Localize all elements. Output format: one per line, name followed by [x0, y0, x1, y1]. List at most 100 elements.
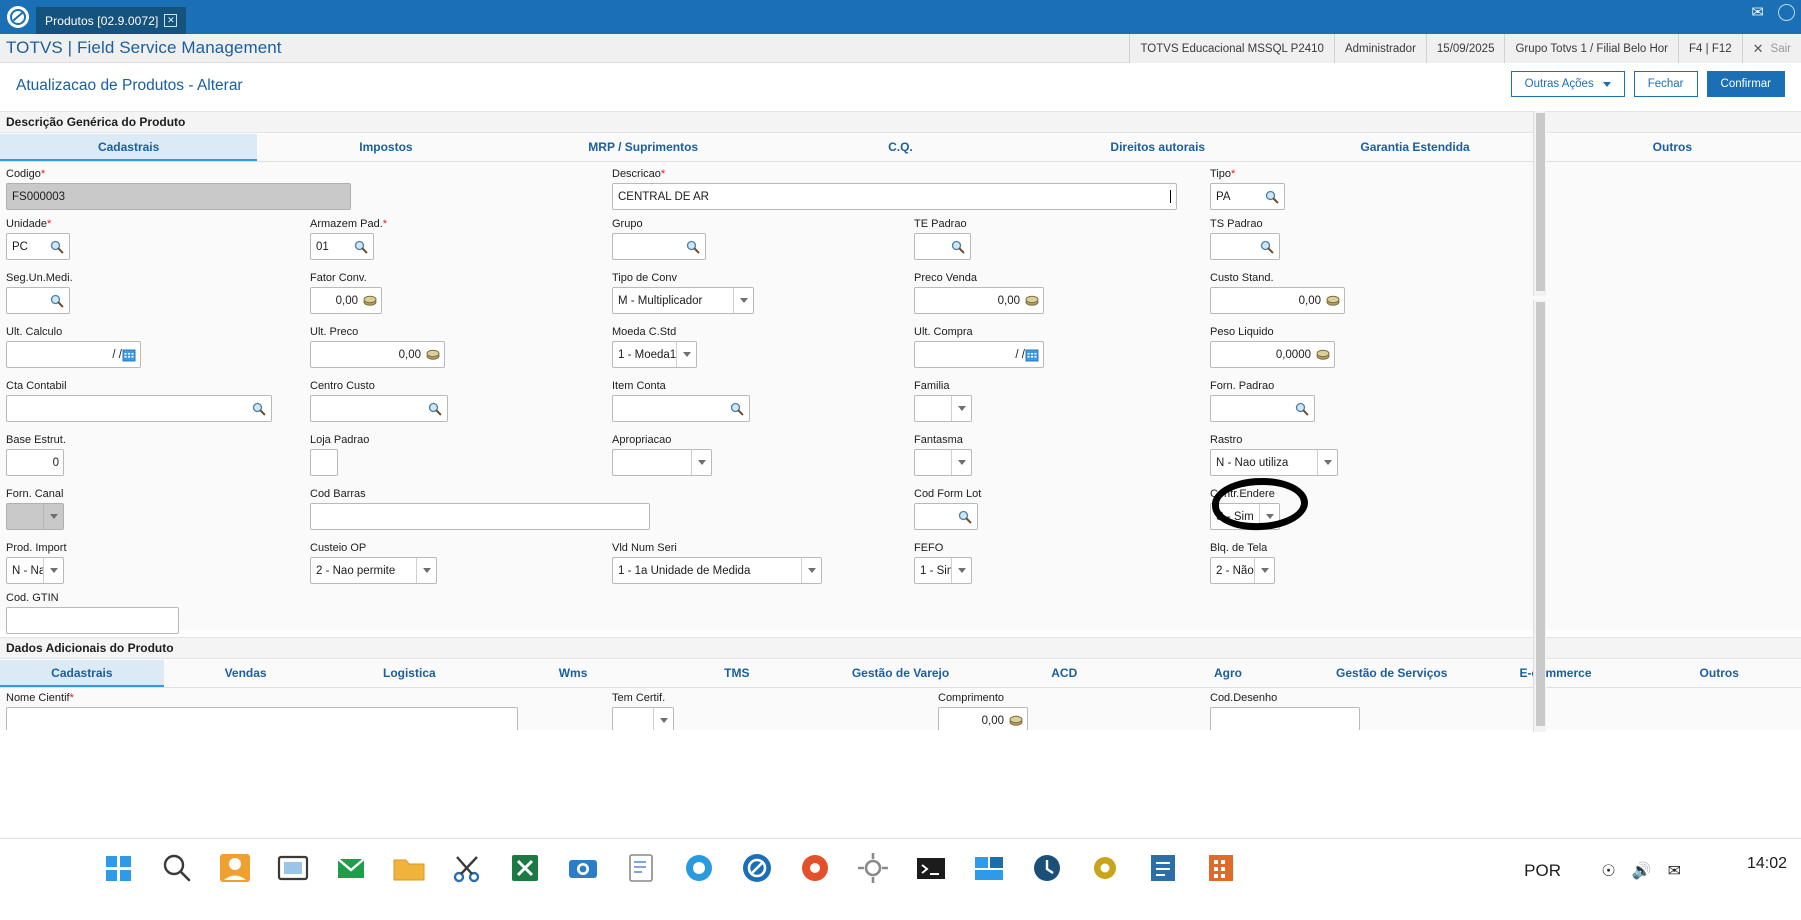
search-icon[interactable]: [1265, 190, 1279, 204]
camera-icon[interactable]: [564, 849, 602, 887]
blq-de-tela-select[interactable]: 2 - Não: [1210, 557, 1275, 584]
windows-start-icon[interactable]: [100, 849, 138, 887]
seg-un-medi-input[interactable]: [6, 287, 70, 314]
form-scrollbar-top[interactable]: [1533, 111, 1546, 296]
tab-cq[interactable]: C.Q.: [772, 134, 1029, 161]
unidade-input[interactable]: PC: [6, 233, 70, 260]
money-icon[interactable]: [1009, 715, 1023, 727]
chrome-icon[interactable]: [680, 849, 718, 887]
contact-icon[interactable]: [216, 849, 254, 887]
moeda-cstd-select[interactable]: 1 - Moeda1: [612, 341, 697, 368]
item-conta-input[interactable]: [612, 395, 750, 422]
tipo-input[interactable]: PA: [1210, 183, 1285, 210]
form-scrollbar-bottom[interactable]: [1533, 300, 1546, 732]
other-actions-button[interactable]: Outras Ações: [1510, 71, 1625, 97]
file-explorer-icon[interactable]: [390, 849, 428, 887]
chevron-down-icon[interactable]: [43, 504, 63, 529]
chevron-down-icon[interactable]: [1317, 450, 1337, 475]
cod-barras-input[interactable]: [310, 503, 650, 530]
money-icon[interactable]: [1025, 295, 1039, 307]
clock-icon[interactable]: [1028, 849, 1066, 887]
search-icon[interactable]: [958, 510, 972, 524]
tab2-wms[interactable]: Wms: [491, 660, 655, 687]
tab2-tms[interactable]: TMS: [655, 660, 819, 687]
tab2-agro[interactable]: Agro: [1146, 660, 1310, 687]
tab-outros[interactable]: Outros: [1544, 134, 1801, 161]
armazem-pad-input[interactable]: 01: [310, 233, 374, 260]
fator-conv-input[interactable]: 0,00: [310, 287, 382, 314]
tab-garantia-estendida[interactable]: Garantia Estendida: [1286, 134, 1543, 161]
tab2-gestao-de-varejo[interactable]: Gestão de Varejo: [819, 660, 983, 687]
pdf-icon[interactable]: [1144, 849, 1182, 887]
record-icon[interactable]: [796, 849, 834, 887]
contr-endere-select[interactable]: S - Sim: [1210, 503, 1280, 530]
chevron-down-icon[interactable]: [1254, 558, 1274, 583]
chevron-down-icon[interactable]: [43, 558, 63, 583]
cod-desenho-input[interactable]: [1210, 707, 1360, 730]
tab-direitos-autorais[interactable]: Direitos autorais: [1029, 134, 1286, 161]
task-view-icon[interactable]: [274, 849, 312, 887]
cta-contabil-input[interactable]: [6, 395, 272, 422]
base-estrut-input[interactable]: 0: [6, 449, 64, 476]
chevron-down-icon[interactable]: [951, 558, 971, 583]
chevron-down-icon[interactable]: [951, 450, 971, 475]
ult-calculo-input[interactable]: / /: [6, 341, 141, 368]
totvs-icon[interactable]: [738, 849, 776, 887]
search-icon[interactable]: [252, 402, 266, 416]
chevron-down-icon[interactable]: [801, 558, 821, 583]
money-icon[interactable]: [1326, 295, 1340, 307]
search-icon[interactable]: [158, 849, 196, 887]
search-icon[interactable]: [1260, 240, 1274, 254]
grupo-input[interactable]: [612, 233, 706, 260]
chevron-down-icon[interactable]: [951, 396, 971, 421]
ult-preco-input[interactable]: 0,00: [310, 341, 445, 368]
app-icon[interactable]: [1202, 849, 1240, 887]
comprimento-input[interactable]: 0,00: [938, 707, 1028, 730]
terminal-icon[interactable]: [912, 849, 950, 887]
gear-icon[interactable]: [1086, 849, 1124, 887]
prod-import-select[interactable]: N - Nao: [6, 557, 64, 584]
loja-padrao-input[interactable]: [310, 449, 338, 476]
fefo-select[interactable]: 1 - Sim: [914, 557, 972, 584]
search-icon[interactable]: [951, 240, 965, 254]
nome-cientif-input[interactable]: [6, 707, 518, 730]
preco-venda-input[interactable]: 0,00: [914, 287, 1044, 314]
tab-cadastrais[interactable]: Cadastrais: [0, 134, 258, 161]
language-indicator[interactable]: POR: [1524, 861, 1561, 880]
close-icon[interactable]: ✕: [164, 14, 178, 27]
forn-padrao-input[interactable]: [1210, 395, 1315, 422]
tab2-cadastrais[interactable]: Cadastrais: [0, 660, 164, 687]
ts-padrao-input[interactable]: [1210, 233, 1280, 260]
mail-icon[interactable]: ✉: [1751, 4, 1764, 21]
window-tab-produtos[interactable]: Produtos [02.9.0072] ✕: [36, 7, 187, 34]
volume-icon[interactable]: 🔊: [1631, 863, 1652, 880]
cod-form-lot-input[interactable]: [914, 503, 978, 530]
chevron-down-icon[interactable]: [691, 450, 711, 475]
settings-icon[interactable]: [854, 849, 892, 887]
search-icon[interactable]: [686, 240, 700, 254]
peso-liquido-input[interactable]: 0,0000: [1210, 341, 1335, 368]
close-button[interactable]: Fechar: [1633, 71, 1698, 97]
money-icon[interactable]: [426, 349, 440, 361]
confirm-button[interactable]: Confirmar: [1706, 71, 1785, 97]
search-icon[interactable]: [1295, 402, 1309, 416]
tab2-acd[interactable]: ACD: [982, 660, 1146, 687]
excel-icon[interactable]: [506, 849, 544, 887]
custeio-op-select[interactable]: 2 - Nao permite: [310, 557, 437, 584]
descricao-input[interactable]: CENTRAL DE AR: [612, 183, 1177, 210]
money-icon[interactable]: [363, 295, 377, 307]
search-icon[interactable]: [50, 294, 64, 308]
chevron-down-icon[interactable]: [733, 288, 753, 313]
search-icon[interactable]: [428, 402, 442, 416]
te-padrao-input[interactable]: [914, 233, 971, 260]
forn-canal-select[interactable]: [6, 503, 64, 530]
search-icon[interactable]: [354, 240, 368, 254]
tab2-outros[interactable]: Outros: [1637, 660, 1801, 687]
tab2-vendas[interactable]: Vendas: [164, 660, 328, 687]
chevron-down-icon[interactable]: [676, 342, 696, 367]
notification-icon[interactable]: ✉: [1667, 863, 1681, 880]
tab2-gestao-de-servicos[interactable]: Gestão de Serviços: [1310, 660, 1474, 687]
custo-stand-input[interactable]: 0,00: [1210, 287, 1345, 314]
scissors-icon[interactable]: [448, 849, 486, 887]
tab2-ecommerce[interactable]: E-commerce: [1474, 660, 1638, 687]
